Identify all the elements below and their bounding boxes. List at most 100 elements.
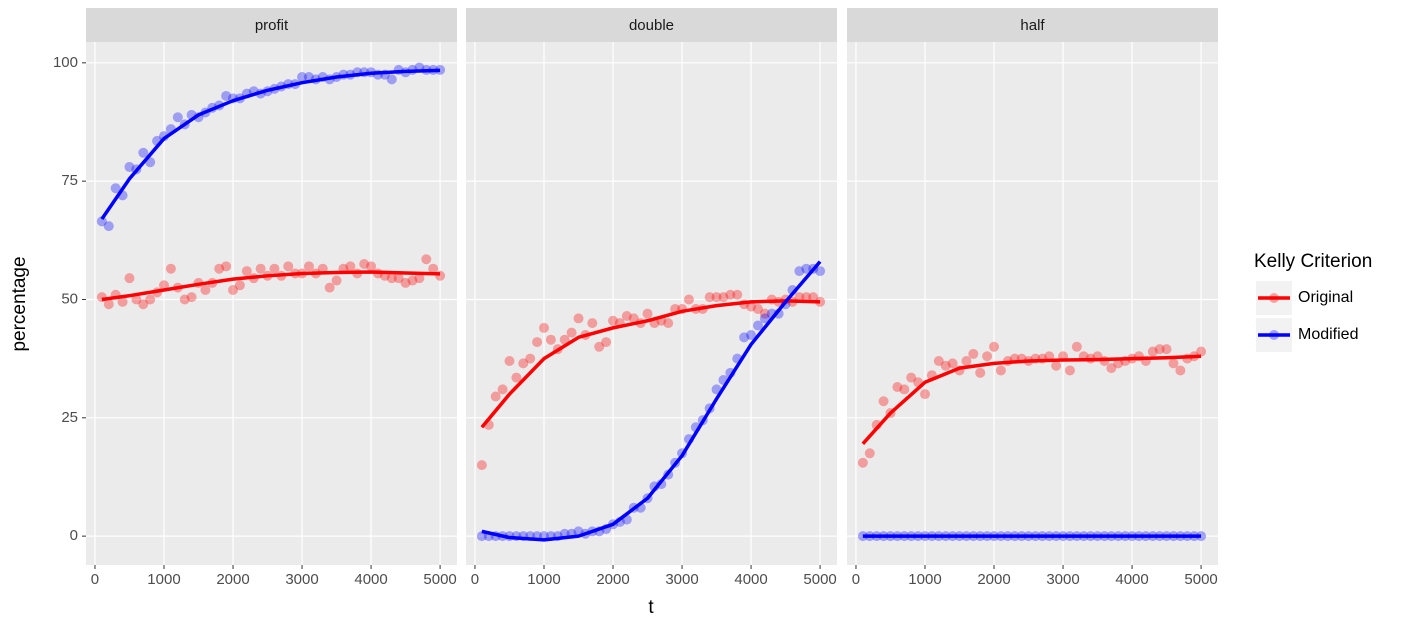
legend-label: Original [1298, 289, 1353, 306]
x-tick-label: 0 [91, 571, 99, 588]
point [746, 329, 757, 340]
point [221, 90, 232, 101]
smooth-line [861, 354, 1202, 446]
point [345, 261, 356, 272]
point [386, 74, 397, 85]
x-tick-label: 5000 [423, 571, 456, 588]
point [234, 280, 245, 291]
x-tick-label: 1000 [147, 571, 180, 588]
point [476, 460, 487, 471]
point [801, 292, 812, 303]
point [975, 367, 986, 378]
point [864, 448, 875, 459]
point [324, 282, 335, 293]
point [759, 313, 770, 324]
x-tick-label: 3000 [285, 571, 318, 588]
point [982, 351, 993, 362]
x-tick-label: 0 [852, 571, 860, 588]
point [759, 308, 770, 319]
point [303, 261, 314, 272]
point [110, 183, 121, 194]
point [283, 261, 294, 272]
point [794, 266, 805, 277]
point [1168, 358, 1179, 369]
point [628, 313, 639, 324]
smooth-line [480, 299, 821, 429]
point [511, 372, 522, 383]
point [359, 258, 370, 269]
panel-bg [466, 42, 837, 565]
point [808, 292, 819, 303]
point [801, 263, 812, 274]
point [815, 266, 826, 277]
panel-bg [86, 42, 457, 565]
y-tick-label: 25 [61, 409, 78, 426]
y-axis-title: percentage [9, 256, 30, 351]
smooth-line [481, 260, 822, 542]
strip-label: half [1020, 17, 1045, 34]
point [752, 320, 763, 331]
point [739, 332, 750, 343]
point [214, 263, 225, 274]
point [989, 341, 1000, 352]
point [566, 327, 577, 338]
x-axis-title: t [648, 597, 654, 618]
point [158, 280, 169, 291]
point [1154, 344, 1165, 355]
point [587, 318, 598, 329]
x-tick-label: 3000 [665, 571, 698, 588]
point [892, 382, 903, 393]
point [1161, 344, 1172, 355]
y-tick-label: 50 [61, 290, 78, 307]
point [124, 161, 135, 172]
point [138, 147, 149, 158]
point [538, 322, 549, 333]
point [124, 273, 135, 284]
x-tick-label: 1000 [908, 571, 941, 588]
point [103, 221, 114, 232]
point [407, 275, 418, 286]
point [428, 263, 439, 274]
y-tick-label: 100 [53, 54, 78, 71]
point [968, 348, 979, 359]
point [331, 275, 342, 286]
point [704, 292, 715, 303]
legend-label: Modified [1298, 326, 1358, 343]
point [255, 263, 266, 274]
point [186, 292, 197, 303]
strip-label: double [629, 17, 674, 34]
point [725, 289, 736, 300]
point [746, 301, 757, 312]
smooth-line [100, 68, 441, 221]
point [1071, 341, 1082, 352]
point [172, 112, 183, 123]
x-tick-label: 2000 [216, 571, 249, 588]
x-tick-label: 4000 [734, 571, 767, 588]
point [1051, 360, 1062, 371]
point [663, 318, 674, 329]
point [752, 303, 763, 314]
point [297, 72, 308, 83]
point [532, 337, 543, 348]
point [386, 273, 397, 284]
point [504, 356, 515, 367]
point [573, 313, 584, 324]
point [601, 337, 612, 348]
strip-label: profit [255, 17, 289, 34]
point [933, 356, 944, 367]
x-tick-label: 3000 [1046, 571, 1079, 588]
point [683, 294, 694, 305]
point [421, 254, 432, 265]
point [525, 353, 536, 364]
x-tick-label: 2000 [596, 571, 629, 588]
point [179, 294, 190, 305]
point [995, 365, 1006, 376]
point [906, 372, 917, 383]
point [857, 457, 868, 468]
x-tick-label: 1000 [527, 571, 560, 588]
point [145, 294, 156, 305]
point [241, 266, 252, 277]
legend-point [1269, 293, 1279, 303]
point [642, 308, 653, 319]
